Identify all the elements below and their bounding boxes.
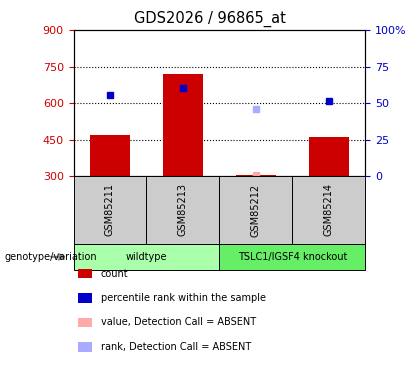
Bar bbox=[236, 175, 276, 176]
Text: TSLC1/IGSF4 knockout: TSLC1/IGSF4 knockout bbox=[238, 252, 347, 262]
Bar bbox=[90, 135, 130, 176]
Text: GSM85214: GSM85214 bbox=[324, 183, 334, 237]
Text: GSM85213: GSM85213 bbox=[178, 183, 188, 237]
Text: count: count bbox=[101, 269, 129, 279]
Bar bbox=[163, 74, 203, 176]
Text: GSM85212: GSM85212 bbox=[251, 183, 261, 237]
Bar bbox=[309, 137, 349, 176]
Text: rank, Detection Call = ABSENT: rank, Detection Call = ABSENT bbox=[101, 342, 251, 352]
Text: genotype/variation: genotype/variation bbox=[4, 252, 97, 262]
Text: percentile rank within the sample: percentile rank within the sample bbox=[101, 293, 266, 303]
Text: wildtype: wildtype bbox=[126, 252, 167, 262]
Text: value, Detection Call = ABSENT: value, Detection Call = ABSENT bbox=[101, 318, 256, 327]
Text: GDS2026 / 96865_at: GDS2026 / 96865_at bbox=[134, 11, 286, 27]
Text: GSM85211: GSM85211 bbox=[105, 183, 115, 237]
